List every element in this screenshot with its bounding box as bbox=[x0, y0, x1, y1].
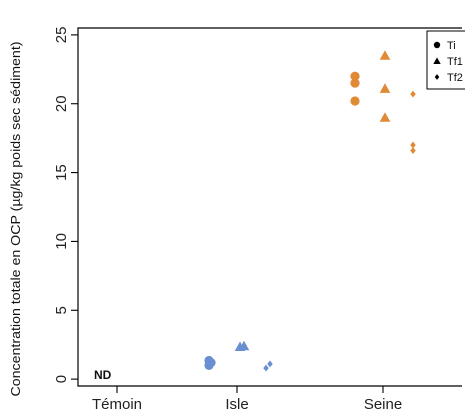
legend-marker-tf1 bbox=[433, 57, 441, 64]
legend-label-ti: Ti bbox=[447, 40, 456, 52]
y-tick-label: 10 bbox=[53, 233, 70, 250]
x-axis-ticks: Témoin Isle Seine bbox=[92, 386, 402, 413]
data-point-tf2-seine bbox=[410, 147, 416, 154]
data-point-ti-seine bbox=[350, 71, 360, 81]
plot-border bbox=[77, 27, 462, 387]
data-point-tf2-seine bbox=[410, 141, 416, 149]
annotations: ND bbox=[94, 368, 112, 382]
data-points bbox=[204, 50, 416, 372]
y-tick-label: 15 bbox=[53, 164, 70, 181]
plot-frame bbox=[77, 27, 462, 387]
legend-label-tf1: Tf1 bbox=[447, 56, 463, 68]
legend-label-tf2: Tf2 bbox=[447, 72, 463, 84]
data-point-ti-seine bbox=[350, 96, 360, 106]
legend-marker-tf2 bbox=[434, 74, 440, 80]
data-point-tf2-seine bbox=[410, 90, 416, 98]
x-tick-label: Isle bbox=[225, 396, 248, 413]
y-axis-ticks: 0 5 10 15 20 25 bbox=[53, 27, 78, 383]
y-axis-title: Concentration totale en OCP (µg/kg poids… bbox=[8, 42, 23, 397]
data-point-tf1-seine bbox=[379, 83, 391, 93]
data-point-tf2-isle bbox=[263, 364, 269, 372]
data-point-ti-isle bbox=[204, 355, 214, 366]
y-tick-label: 0 bbox=[53, 375, 70, 383]
data-point-tf1-seine bbox=[379, 112, 391, 122]
y-axis-label-group: Concentration totale en OCP (µg/kg poids… bbox=[8, 42, 23, 397]
y-tick-label: 5 bbox=[53, 306, 70, 314]
legend-marker-ti bbox=[433, 41, 441, 49]
y-tick-label: 20 bbox=[53, 95, 70, 112]
legend: Ti Tf1 Tf2 bbox=[426, 30, 465, 90]
data-point-tf1-seine bbox=[379, 50, 391, 60]
x-tick-label: Seine bbox=[364, 396, 402, 413]
data-point-tf1-isle bbox=[238, 340, 250, 351]
data-point-tf2-isle bbox=[267, 360, 273, 368]
y-tick-label: 25 bbox=[53, 27, 70, 44]
x-tick-label: Témoin bbox=[92, 396, 142, 413]
annotation-nd: ND bbox=[94, 368, 112, 382]
data-point-ti-seine bbox=[350, 78, 360, 88]
legend-box bbox=[426, 30, 465, 90]
